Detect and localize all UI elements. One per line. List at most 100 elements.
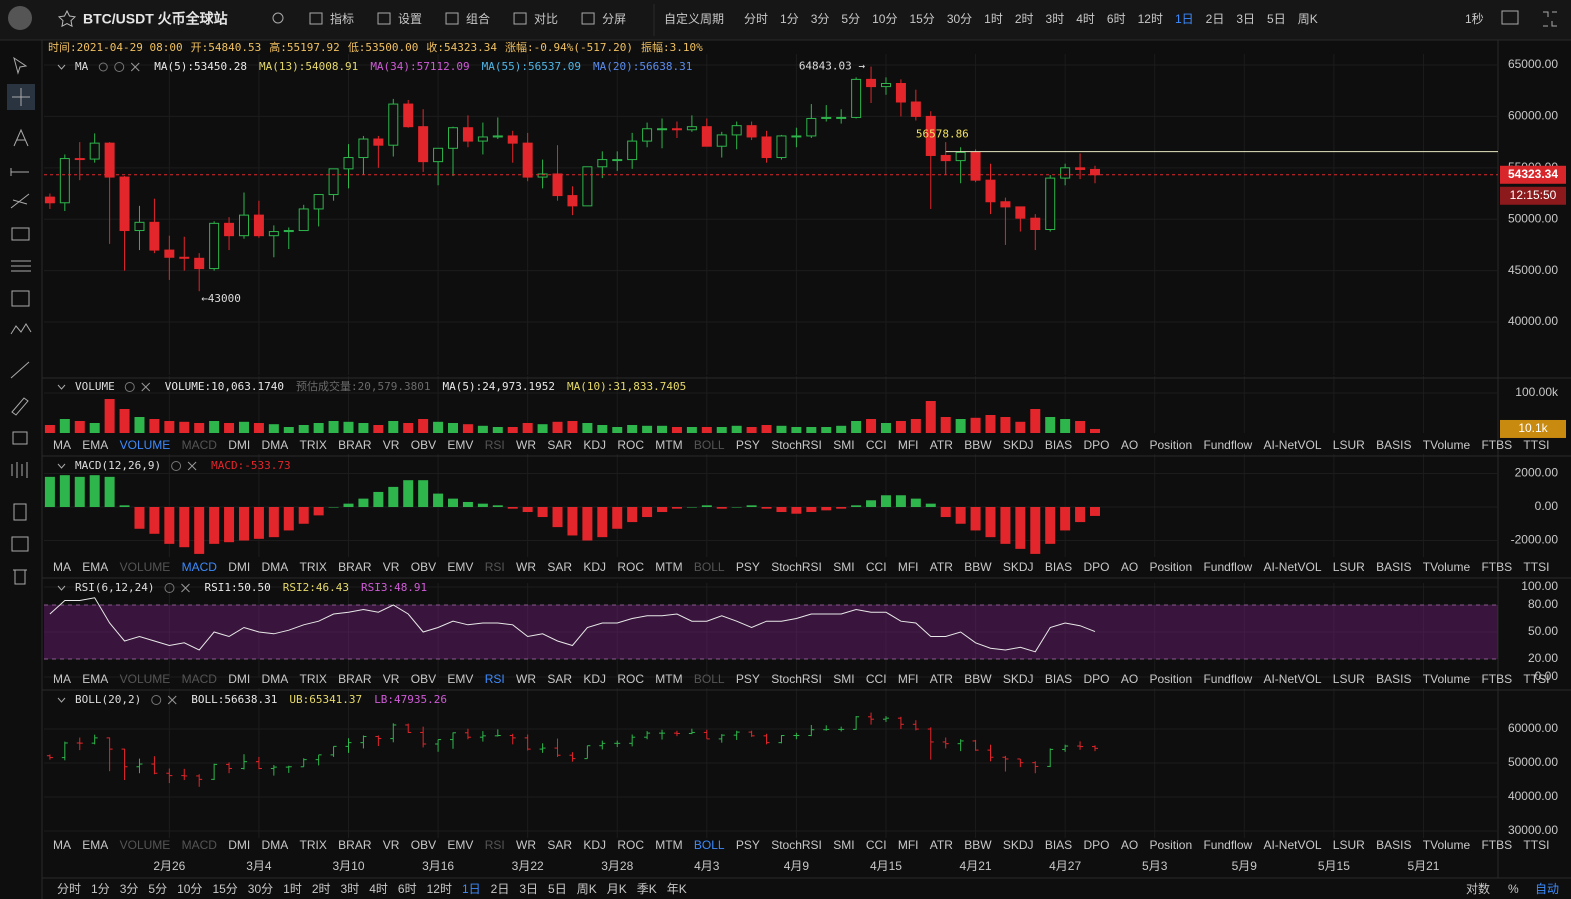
indicator-tab[interactable]: VR bbox=[383, 672, 400, 686]
indicator-tab[interactable]: BBW bbox=[964, 560, 992, 574]
line-tool[interactable] bbox=[10, 193, 30, 209]
indicator-tab[interactable]: Position bbox=[1149, 560, 1192, 574]
indicator-tab[interactable]: EMV bbox=[447, 672, 473, 686]
indicator-tab[interactable]: Position bbox=[1149, 438, 1192, 452]
refresh-rate[interactable]: 1秒 bbox=[1465, 12, 1484, 26]
indicator-tab[interactable]: MA bbox=[53, 838, 71, 852]
indicator-tab[interactable]: AI-NetVOL bbox=[1263, 838, 1321, 852]
ruler-tool[interactable] bbox=[10, 361, 30, 379]
screenshot-icon[interactable] bbox=[1501, 10, 1519, 25]
indicator-tab[interactable]: VOLUME bbox=[120, 672, 171, 686]
indicator-tab[interactable]: DMA bbox=[262, 838, 289, 852]
indicator-tab[interactable]: BASIS bbox=[1376, 838, 1411, 852]
indicator-tab[interactable]: BOLL bbox=[694, 438, 725, 452]
footer-period[interactable]: 分时 bbox=[57, 882, 81, 896]
indicator-tab[interactable]: BIAS bbox=[1045, 560, 1072, 574]
indicator-tab[interactable]: RSI bbox=[485, 560, 505, 574]
indicator-tab[interactable]: StochRSI bbox=[771, 438, 822, 452]
visibility-icon[interactable] bbox=[98, 62, 108, 72]
indicator-tab[interactable]: PSY bbox=[736, 672, 760, 686]
settings-icon[interactable] bbox=[164, 583, 175, 593]
period[interactable]: 5日 bbox=[1267, 12, 1286, 26]
indicator-tab[interactable]: AI-NetVOL bbox=[1263, 438, 1321, 452]
indicator-tab[interactable]: TRIX bbox=[300, 838, 327, 852]
remove-icon[interactable] bbox=[181, 583, 190, 593]
indicator-tab[interactable]: TRIX bbox=[300, 438, 327, 452]
indicator-tab[interactable]: LSUR bbox=[1333, 672, 1365, 686]
indicator-tab[interactable]: SMI bbox=[833, 838, 854, 852]
indicator-tab[interactable]: TTSI bbox=[1523, 560, 1549, 574]
indicator-tab[interactable]: BOLL bbox=[694, 672, 725, 686]
indicator-tab[interactable]: MA bbox=[53, 560, 71, 574]
indicator-tab[interactable]: MACD bbox=[182, 560, 218, 574]
footer-period[interactable]: 1日 bbox=[462, 882, 481, 896]
indicator-tab[interactable]: PSY bbox=[736, 838, 760, 852]
indicator-tab[interactable]: ROC bbox=[617, 672, 644, 686]
indicator-tab[interactable]: WR bbox=[516, 672, 536, 686]
lock-tool[interactable] bbox=[12, 431, 28, 445]
indicator-tab[interactable]: MFI bbox=[898, 838, 919, 852]
template-tool[interactable] bbox=[13, 503, 27, 521]
indicator-tab[interactable]: Position bbox=[1149, 672, 1192, 686]
pattern-tool[interactable] bbox=[10, 323, 32, 335]
shape-tool[interactable] bbox=[11, 227, 30, 241]
indicator-tab[interactable]: DMA bbox=[262, 560, 289, 574]
indicator-tab[interactable]: FTBS bbox=[1481, 560, 1512, 574]
footer-period[interactable]: 4时 bbox=[369, 882, 388, 896]
fullscreen-icon[interactable] bbox=[1543, 11, 1557, 27]
remove-icon[interactable] bbox=[141, 382, 151, 392]
remove-icon[interactable] bbox=[130, 62, 140, 72]
menu-item[interactable]: 设置 bbox=[398, 12, 422, 26]
indicator-tab[interactable]: WR bbox=[516, 438, 536, 452]
indicator-tab[interactable]: FTBS bbox=[1481, 838, 1512, 852]
indicator-tab[interactable]: DMA bbox=[262, 672, 289, 686]
indicator-tab[interactable]: DMI bbox=[228, 672, 250, 686]
indicator-tab[interactable]: VR bbox=[383, 438, 400, 452]
indicator-tab[interactable]: VOLUME bbox=[120, 438, 171, 452]
indicator-tab[interactable]: KDJ bbox=[583, 438, 606, 452]
menu-item[interactable]: 指标 bbox=[330, 11, 354, 26]
footer-period[interactable]: 2时 bbox=[312, 882, 331, 896]
indicator-tab[interactable]: BASIS bbox=[1376, 438, 1411, 452]
indicator-tab[interactable]: MTM bbox=[655, 560, 682, 574]
period[interactable]: 6时 bbox=[1107, 12, 1126, 26]
indicator-tab[interactable]: WR bbox=[516, 560, 536, 574]
indicator-tab[interactable]: OBV bbox=[411, 672, 436, 686]
indicator-tab[interactable]: CCI bbox=[866, 672, 887, 686]
logo[interactable] bbox=[8, 6, 32, 30]
indicator-tab[interactable]: BRAR bbox=[338, 838, 372, 852]
indicator-tab[interactable]: OBV bbox=[411, 438, 436, 452]
indicator-tab[interactable]: KDJ bbox=[583, 560, 606, 574]
indicator-tab[interactable]: TVolume bbox=[1423, 560, 1471, 574]
brush-tool[interactable] bbox=[11, 397, 29, 416]
indicator-tab[interactable]: MFI bbox=[898, 438, 919, 452]
indicator-tab[interactable]: VR bbox=[383, 838, 400, 852]
settings-icon[interactable] bbox=[171, 461, 182, 471]
settings-tool[interactable] bbox=[11, 536, 29, 552]
menu-item[interactable]: 分屏 bbox=[602, 12, 626, 26]
indicator-tab[interactable]: EMA bbox=[82, 438, 108, 452]
settings-icon[interactable] bbox=[151, 695, 162, 705]
indicator-tab[interactable]: MA bbox=[53, 672, 71, 686]
indicator-tab[interactable]: SAR bbox=[547, 438, 572, 452]
indicator-tab[interactable]: CCI bbox=[866, 560, 887, 574]
indicator-tab[interactable]: StochRSI bbox=[771, 560, 822, 574]
indicator-tab[interactable]: SMI bbox=[833, 560, 854, 574]
indicator-tab[interactable]: EMV bbox=[447, 838, 473, 852]
text-tool[interactable] bbox=[13, 128, 29, 147]
menu-item[interactable]: 组合 bbox=[466, 11, 490, 26]
indicator-tab[interactable]: Fundflow bbox=[1203, 560, 1252, 574]
indicator-tab[interactable]: FTBS bbox=[1481, 438, 1512, 452]
indicator-tab[interactable]: DMI bbox=[228, 838, 250, 852]
period[interactable]: 周K bbox=[1298, 12, 1318, 26]
indicator-tab[interactable]: MACD bbox=[182, 438, 218, 452]
indicator-tab[interactable]: TRIX bbox=[300, 672, 327, 686]
indicator-tab[interactable]: BOLL bbox=[694, 560, 725, 574]
footer-period[interactable]: 年K bbox=[667, 882, 687, 896]
indicator-tab[interactable]: AO bbox=[1121, 438, 1138, 452]
favorite-icon[interactable] bbox=[57, 9, 77, 28]
indicator-tab[interactable]: VOLUME bbox=[120, 838, 171, 852]
footer-option[interactable]: 自动 bbox=[1535, 882, 1559, 896]
indicator-tab[interactable]: StochRSI bbox=[771, 672, 822, 686]
indicator-tab[interactable]: DMI bbox=[228, 438, 250, 452]
